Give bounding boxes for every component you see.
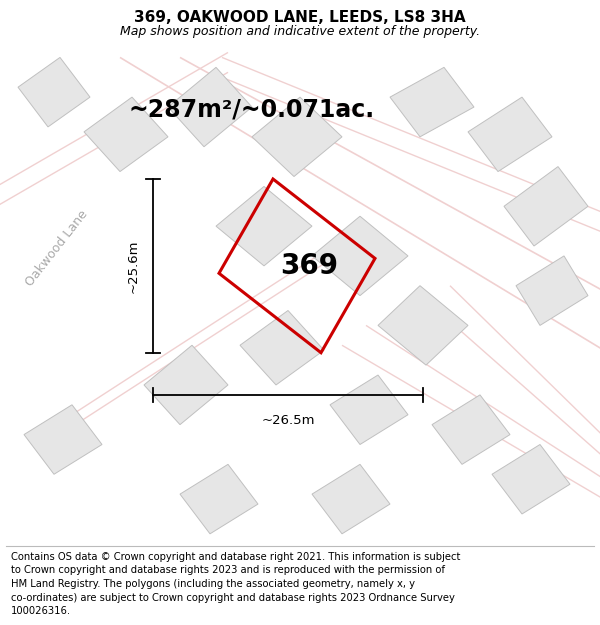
Polygon shape <box>84 97 168 171</box>
Polygon shape <box>24 405 102 474</box>
Polygon shape <box>312 464 390 534</box>
Polygon shape <box>252 97 342 176</box>
Text: ~26.5m: ~26.5m <box>261 414 315 427</box>
Polygon shape <box>330 375 408 444</box>
Text: Contains OS data © Crown copyright and database right 2021. This information is : Contains OS data © Crown copyright and d… <box>11 552 460 616</box>
Text: ~25.6m: ~25.6m <box>127 239 140 292</box>
Polygon shape <box>378 286 468 365</box>
Polygon shape <box>144 345 228 424</box>
Polygon shape <box>216 186 312 266</box>
Polygon shape <box>240 311 324 385</box>
Polygon shape <box>492 444 570 514</box>
Text: 369, OAKWOOD LANE, LEEDS, LS8 3HA: 369, OAKWOOD LANE, LEEDS, LS8 3HA <box>134 11 466 26</box>
Polygon shape <box>432 395 510 464</box>
Polygon shape <box>168 68 252 147</box>
Text: 369: 369 <box>280 252 338 280</box>
Polygon shape <box>468 97 552 171</box>
Polygon shape <box>516 256 588 326</box>
Polygon shape <box>504 167 588 246</box>
Polygon shape <box>180 464 258 534</box>
Polygon shape <box>390 68 474 137</box>
Text: Map shows position and indicative extent of the property.: Map shows position and indicative extent… <box>120 25 480 38</box>
Text: ~287m²/~0.071ac.: ~287m²/~0.071ac. <box>129 98 375 121</box>
Polygon shape <box>18 58 90 127</box>
Polygon shape <box>312 216 408 296</box>
Text: Oakwood Lane: Oakwood Lane <box>23 208 91 289</box>
